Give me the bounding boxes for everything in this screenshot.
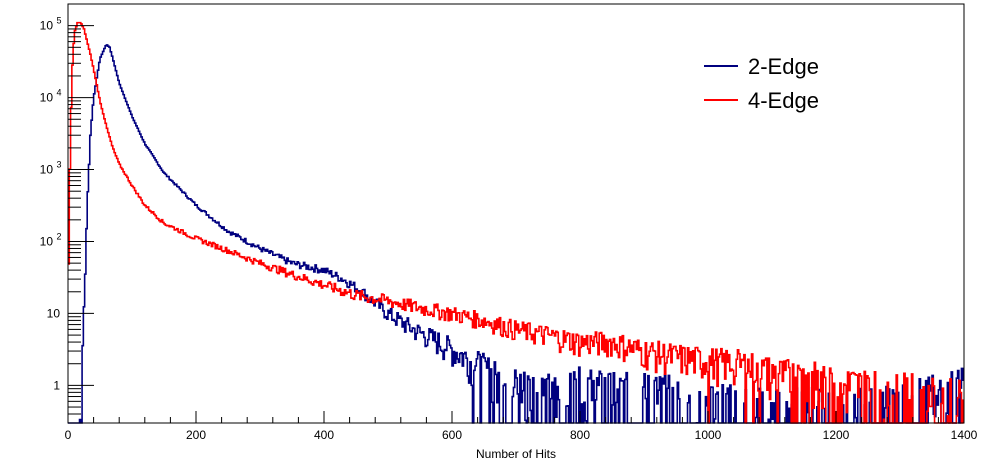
y-tick-label: 1 bbox=[53, 378, 60, 392]
legend-label: 4-Edge bbox=[748, 88, 819, 113]
x-tick-label: 1000 bbox=[695, 428, 722, 442]
plot-frame bbox=[67, 3, 965, 424]
y-tick-label: 10 bbox=[47, 306, 61, 320]
y-tick-exponent: 3 bbox=[56, 160, 61, 170]
y-tick-exponent: 4 bbox=[56, 88, 61, 98]
y-tick-label: 10 bbox=[40, 91, 54, 105]
y-tick-label: 10 bbox=[40, 19, 54, 33]
x-tick-label: 800 bbox=[570, 428, 590, 442]
y-tick-label: 10 bbox=[40, 163, 54, 177]
x-tick-label: 600 bbox=[442, 428, 462, 442]
x-tick-label: 0 bbox=[65, 428, 72, 442]
series-line-4-edge bbox=[68, 21, 964, 424]
y-tick-exponent: 5 bbox=[56, 16, 61, 26]
legend: 2-Edge 4-Edge bbox=[704, 54, 819, 113]
x-axis-title: Number of Hits bbox=[476, 447, 556, 461]
y-tick-label: 10 bbox=[40, 234, 54, 248]
legend-label: 2-Edge bbox=[748, 54, 819, 79]
x-tick-label: 400 bbox=[314, 428, 334, 442]
y-tick-exponent: 2 bbox=[56, 231, 61, 241]
x-tick-label: 200 bbox=[186, 428, 206, 442]
x-tick-label: 1400 bbox=[951, 428, 978, 442]
x-tick-label: 1200 bbox=[823, 428, 850, 442]
